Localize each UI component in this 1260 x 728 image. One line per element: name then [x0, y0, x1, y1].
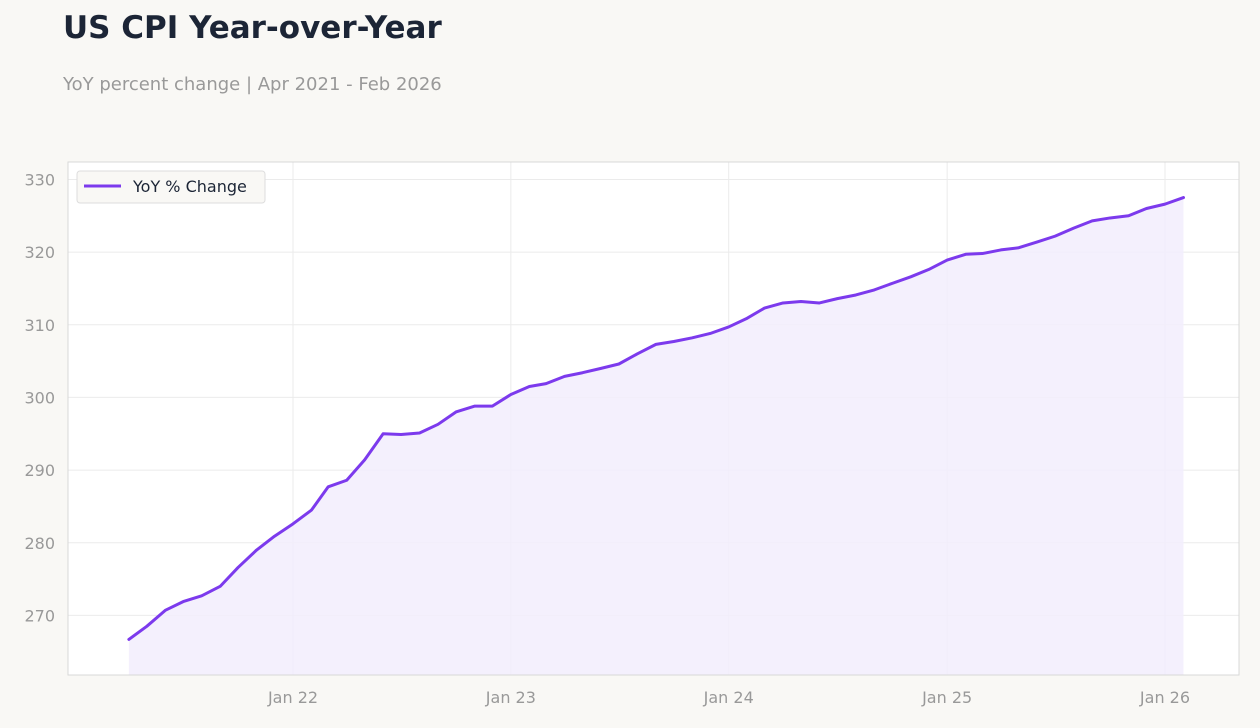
data-point	[1145, 207, 1148, 210]
x-tick-label: Jan 26	[1139, 688, 1190, 707]
data-point	[727, 325, 730, 329]
data-point	[200, 594, 203, 597]
data-point	[327, 485, 330, 489]
y-tick-label: 290	[24, 461, 55, 480]
data-point	[218, 585, 222, 588]
data-point	[255, 548, 258, 552]
plot-frame	[67, 161, 1240, 676]
y-tick-label: 310	[24, 316, 55, 335]
data-point	[181, 600, 185, 603]
area-fill	[128, 197, 1184, 675]
data-point	[781, 301, 785, 305]
x-tick-label: Jan 25	[921, 688, 972, 707]
data-point	[399, 433, 403, 436]
data-point	[418, 431, 421, 435]
data-point	[363, 458, 366, 462]
data-point	[708, 332, 712, 335]
data-point	[636, 352, 639, 356]
data-point	[381, 432, 385, 435]
data-point	[454, 410, 458, 414]
data-point	[528, 385, 531, 388]
data-point	[836, 297, 839, 300]
data-point	[599, 367, 603, 370]
data-point	[799, 300, 803, 303]
data-point	[436, 423, 440, 426]
data-point	[927, 268, 930, 271]
legend: YoY % Change	[76, 170, 266, 204]
x-tick-label: Jan 22	[267, 688, 318, 707]
legend-label: YoY % Change	[132, 177, 247, 196]
data-point	[1090, 219, 1094, 223]
data-point	[164, 609, 167, 612]
data-point	[909, 275, 912, 279]
data-point	[509, 393, 513, 396]
data-point	[563, 375, 566, 378]
data-point	[491, 404, 494, 408]
data-point	[1036, 240, 1039, 244]
x-axis-ticks: Jan 22 Jan 23 Jan 24 Jan 25 Jan 26	[267, 688, 1190, 707]
data-point	[999, 248, 1003, 252]
data-point	[544, 382, 548, 385]
data-point	[763, 306, 766, 310]
data-point	[691, 336, 694, 340]
data-point	[273, 535, 276, 538]
data-point	[964, 253, 967, 256]
data-point	[981, 252, 984, 255]
data-point	[1017, 246, 1020, 249]
data-point	[1127, 214, 1130, 217]
y-tick-label: 330	[24, 170, 55, 189]
data-point	[1163, 202, 1167, 206]
legend-box	[76, 170, 266, 204]
y-tick-label: 280	[24, 534, 55, 553]
data-point	[310, 508, 313, 512]
data-point	[345, 479, 348, 482]
data-point	[873, 288, 876, 292]
data-point	[617, 362, 621, 366]
chart-title: US CPI Year-over-Year	[63, 10, 442, 46]
data-point	[891, 282, 894, 285]
data-point	[1108, 216, 1112, 220]
data-point	[473, 404, 476, 408]
data-point	[854, 293, 858, 297]
data-point	[145, 625, 148, 628]
y-tick-label: 270	[24, 606, 55, 625]
data-points	[127, 196, 1185, 641]
x-tick-label: Jan 23	[485, 688, 536, 707]
y-axis-ticks: 270 280 290 300 310 320 330	[24, 170, 55, 625]
data-point	[236, 566, 240, 569]
data-point	[672, 340, 675, 343]
x-tick-label: Jan 24	[703, 688, 754, 707]
chart-subtitle: YoY percent change | Apr 2021 - Feb 2026	[63, 74, 442, 95]
data-point	[291, 522, 295, 526]
y-tick-label: 300	[24, 388, 55, 407]
data-point	[581, 371, 584, 374]
data-point	[127, 638, 131, 641]
data-point	[654, 343, 658, 346]
data-point	[818, 301, 821, 305]
y-tick-label: 320	[24, 243, 55, 262]
data-point	[945, 258, 949, 262]
data-point	[1182, 196, 1185, 199]
data-point	[1053, 234, 1057, 238]
data-point	[1072, 226, 1075, 230]
data-point	[746, 317, 749, 320]
